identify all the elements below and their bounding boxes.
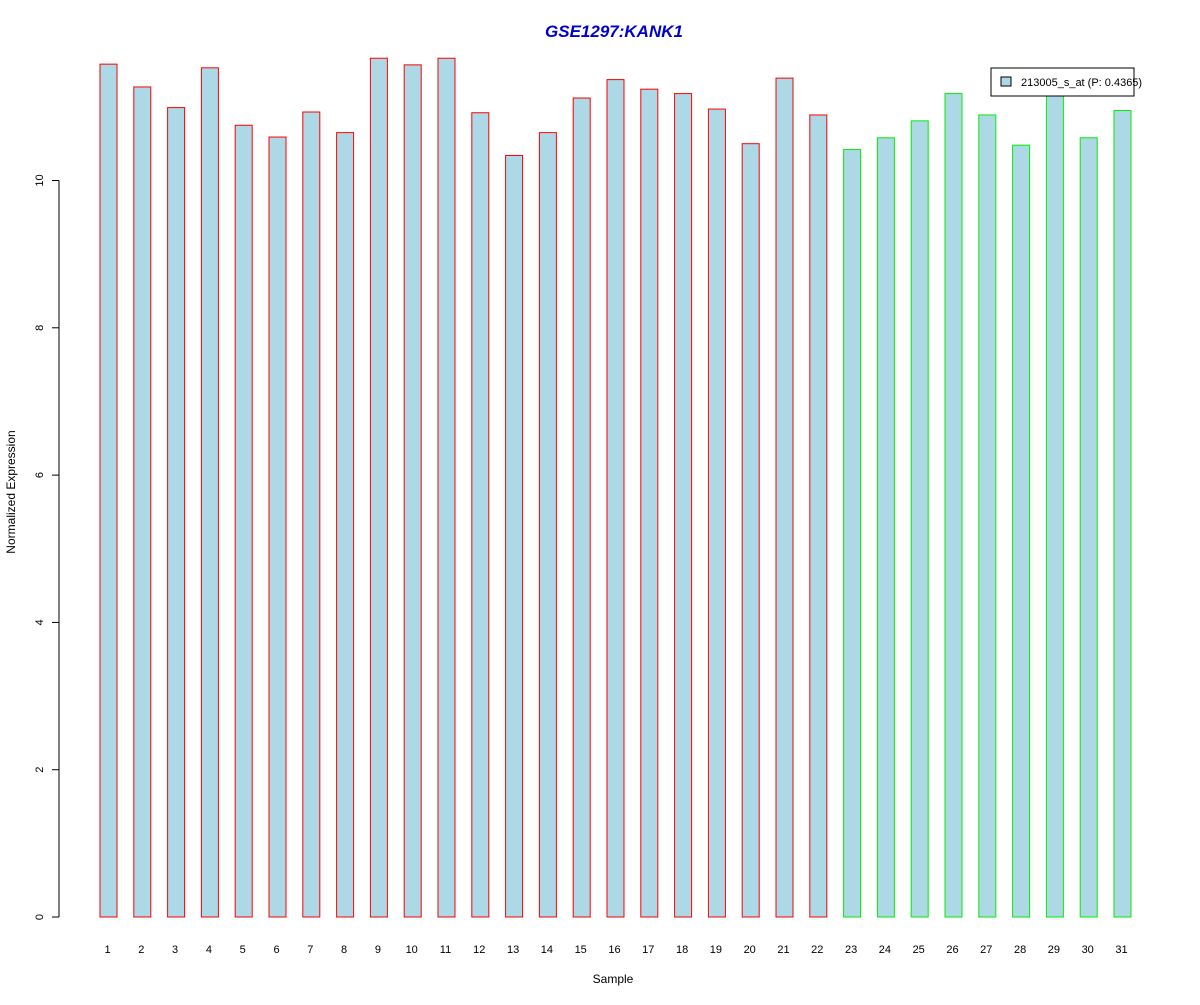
x-tick-label: 25 (913, 944, 925, 956)
bar (707, 108, 726, 918)
bar (876, 137, 895, 918)
bar (843, 149, 862, 918)
y-axis-label: Normalized Expression (4, 430, 18, 553)
x-tick-label: 12 (473, 944, 485, 956)
x-tick-label: 29 (1048, 944, 1060, 956)
y-tick-label: 10 (34, 174, 46, 186)
bar (167, 107, 186, 918)
x-tick-label: 17 (642, 944, 654, 956)
x-tick-label: 23 (845, 944, 857, 956)
x-tick-label: 5 (240, 944, 246, 956)
bar (268, 136, 287, 918)
x-tick-label: 26 (946, 944, 958, 956)
x-tick-label: 8 (341, 944, 347, 956)
x-tick-label: 22 (811, 944, 823, 956)
x-tick-label: 13 (507, 944, 519, 956)
x-tick-label: 27 (980, 944, 992, 956)
x-tick-label: 10 (406, 944, 418, 956)
x-axis-tick-labels: 1 2 3 4 5 6 7 8 9 10 11 12 13 14 15 16 17 18 19 20 21 22 23 24 2… (104, 944, 1127, 956)
bar (1045, 93, 1064, 918)
bar (1012, 144, 1031, 918)
bar (978, 114, 997, 918)
bar (369, 57, 388, 918)
x-axis-label: Sample (593, 972, 634, 986)
y-axis: 0 2 4 6 8 10 (34, 174, 60, 920)
x-tick-label: 3 (172, 944, 178, 956)
bar (471, 112, 490, 918)
bar (640, 88, 659, 918)
bar (200, 67, 219, 918)
bar (403, 64, 422, 918)
x-tick-label: 6 (273, 944, 279, 956)
bar (505, 154, 524, 918)
y-tick-label: 8 (34, 325, 46, 331)
x-tick-label: 24 (879, 944, 891, 956)
legend-label: 213005_s_at (P: 0.4365) (1021, 77, 1142, 89)
x-tick-label: 20 (744, 944, 756, 956)
x-tick-label: 18 (676, 944, 688, 956)
bar (572, 97, 591, 918)
x-tick-label: 19 (710, 944, 722, 956)
y-tick-label: 2 (34, 767, 46, 773)
bar (741, 143, 760, 918)
bar (809, 114, 828, 918)
x-tick-label: 21 (777, 944, 789, 956)
bars (99, 57, 1132, 918)
legend-swatch (1000, 76, 1012, 87)
y-tick-label: 0 (34, 914, 46, 920)
x-tick-label: 1 (104, 944, 110, 956)
bar (538, 132, 557, 918)
bar (1113, 110, 1132, 918)
x-tick-label: 31 (1115, 944, 1127, 956)
bar (606, 79, 625, 918)
x-tick-label: 14 (541, 944, 553, 956)
bar (1079, 137, 1098, 918)
chart-title: GSE1297:KANK1 (545, 22, 683, 41)
x-tick-label: 28 (1014, 944, 1026, 956)
bar (910, 120, 929, 918)
x-tick-label: 16 (608, 944, 620, 956)
x-tick-label: 30 (1082, 944, 1094, 956)
bar (944, 93, 963, 918)
bar (437, 57, 456, 918)
x-tick-label: 15 (575, 944, 587, 956)
legend: 213005_s_at (P: 0.4365) (990, 67, 1142, 97)
x-tick-label: 4 (206, 944, 212, 956)
x-tick-label: 2 (138, 944, 144, 956)
bar (234, 124, 253, 918)
bar (133, 86, 152, 918)
y-tick-label: 6 (34, 472, 46, 478)
x-tick-label: 11 (440, 944, 451, 956)
bar (302, 111, 321, 918)
bar (775, 77, 794, 918)
bar (99, 63, 118, 918)
x-tick-label: 7 (307, 944, 313, 956)
y-tick-label: 4 (34, 619, 46, 625)
bar (674, 93, 693, 918)
x-tick-label: 9 (375, 944, 381, 956)
legend-box (990, 67, 1135, 97)
bar (336, 132, 355, 918)
